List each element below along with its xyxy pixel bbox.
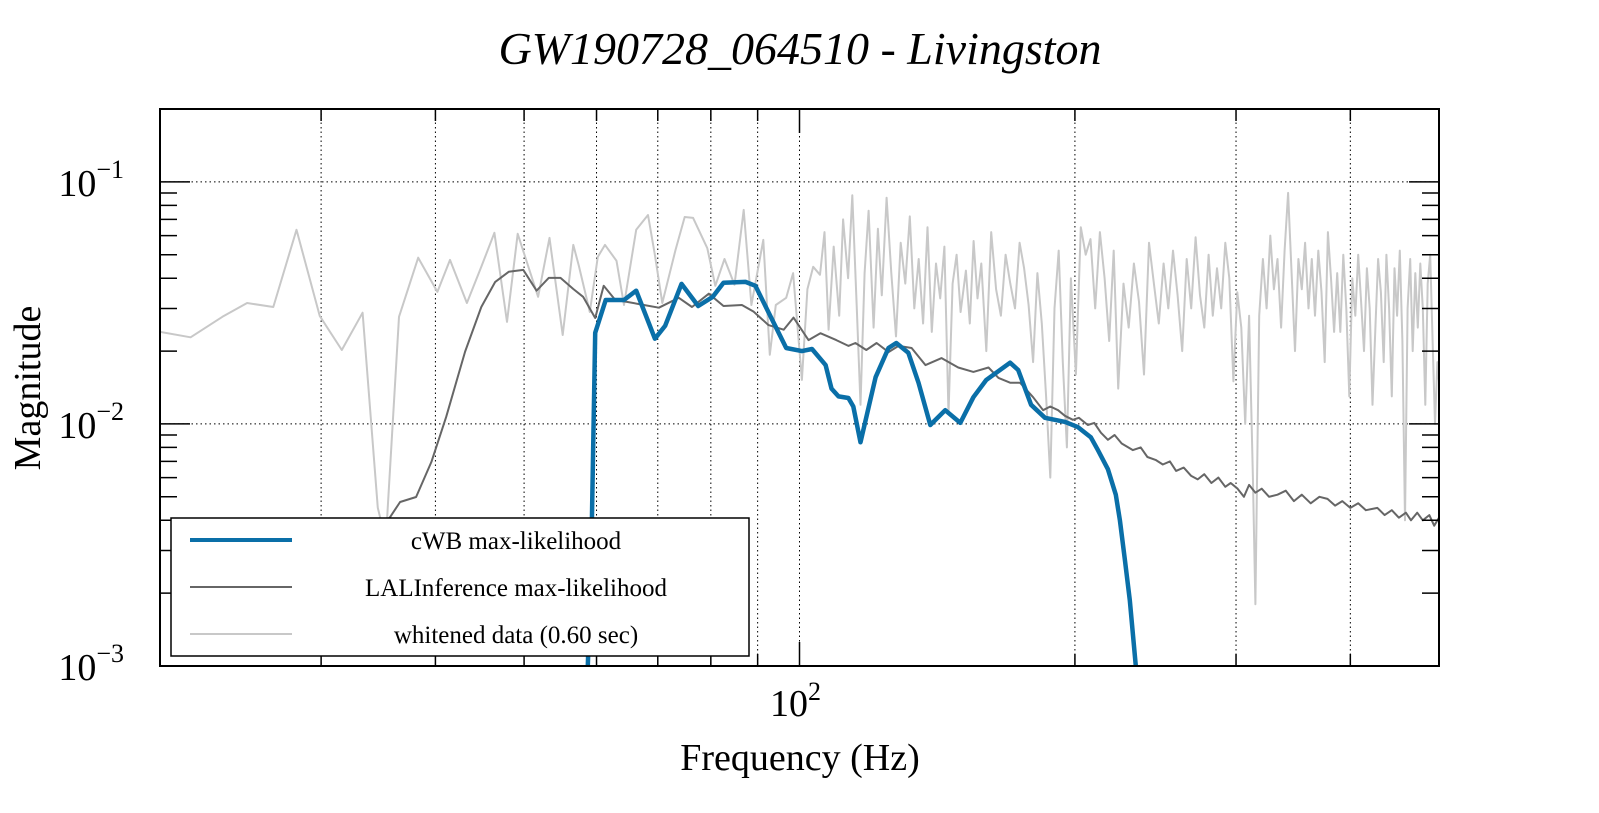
y-tick-label: 10−2 [58, 397, 124, 447]
legend-label-lalinference: LALInference max-likelihood [365, 575, 667, 602]
axis-ticks [160, 108, 1439, 667]
y-tick-label: 10−1 [58, 155, 124, 205]
x-tick-label: 102 [770, 677, 821, 725]
y-tick-label: 10−3 [58, 639, 124, 689]
legend: cWB max-likelihood LALInference max-like… [170, 517, 750, 657]
chart-title: GW190728_064510 - Livingston [498, 23, 1101, 74]
series-layer [160, 191, 1439, 666]
x-axis-label: Frequency (Hz) [680, 737, 920, 779]
cwb-line [585, 279, 1139, 666]
y-axis-label: Magnitude [7, 306, 49, 471]
tick-labels: 102 10−1 10−2 10−3 [58, 155, 821, 725]
lalinference-line [372, 268, 1439, 551]
plot-frame [159, 108, 1440, 667]
legend-label-whitened: whitened data (0.60 sec) [394, 622, 638, 649]
whitened-data-line [160, 191, 1439, 606]
legend-label-cwb: cWB max-likelihood [411, 528, 622, 555]
